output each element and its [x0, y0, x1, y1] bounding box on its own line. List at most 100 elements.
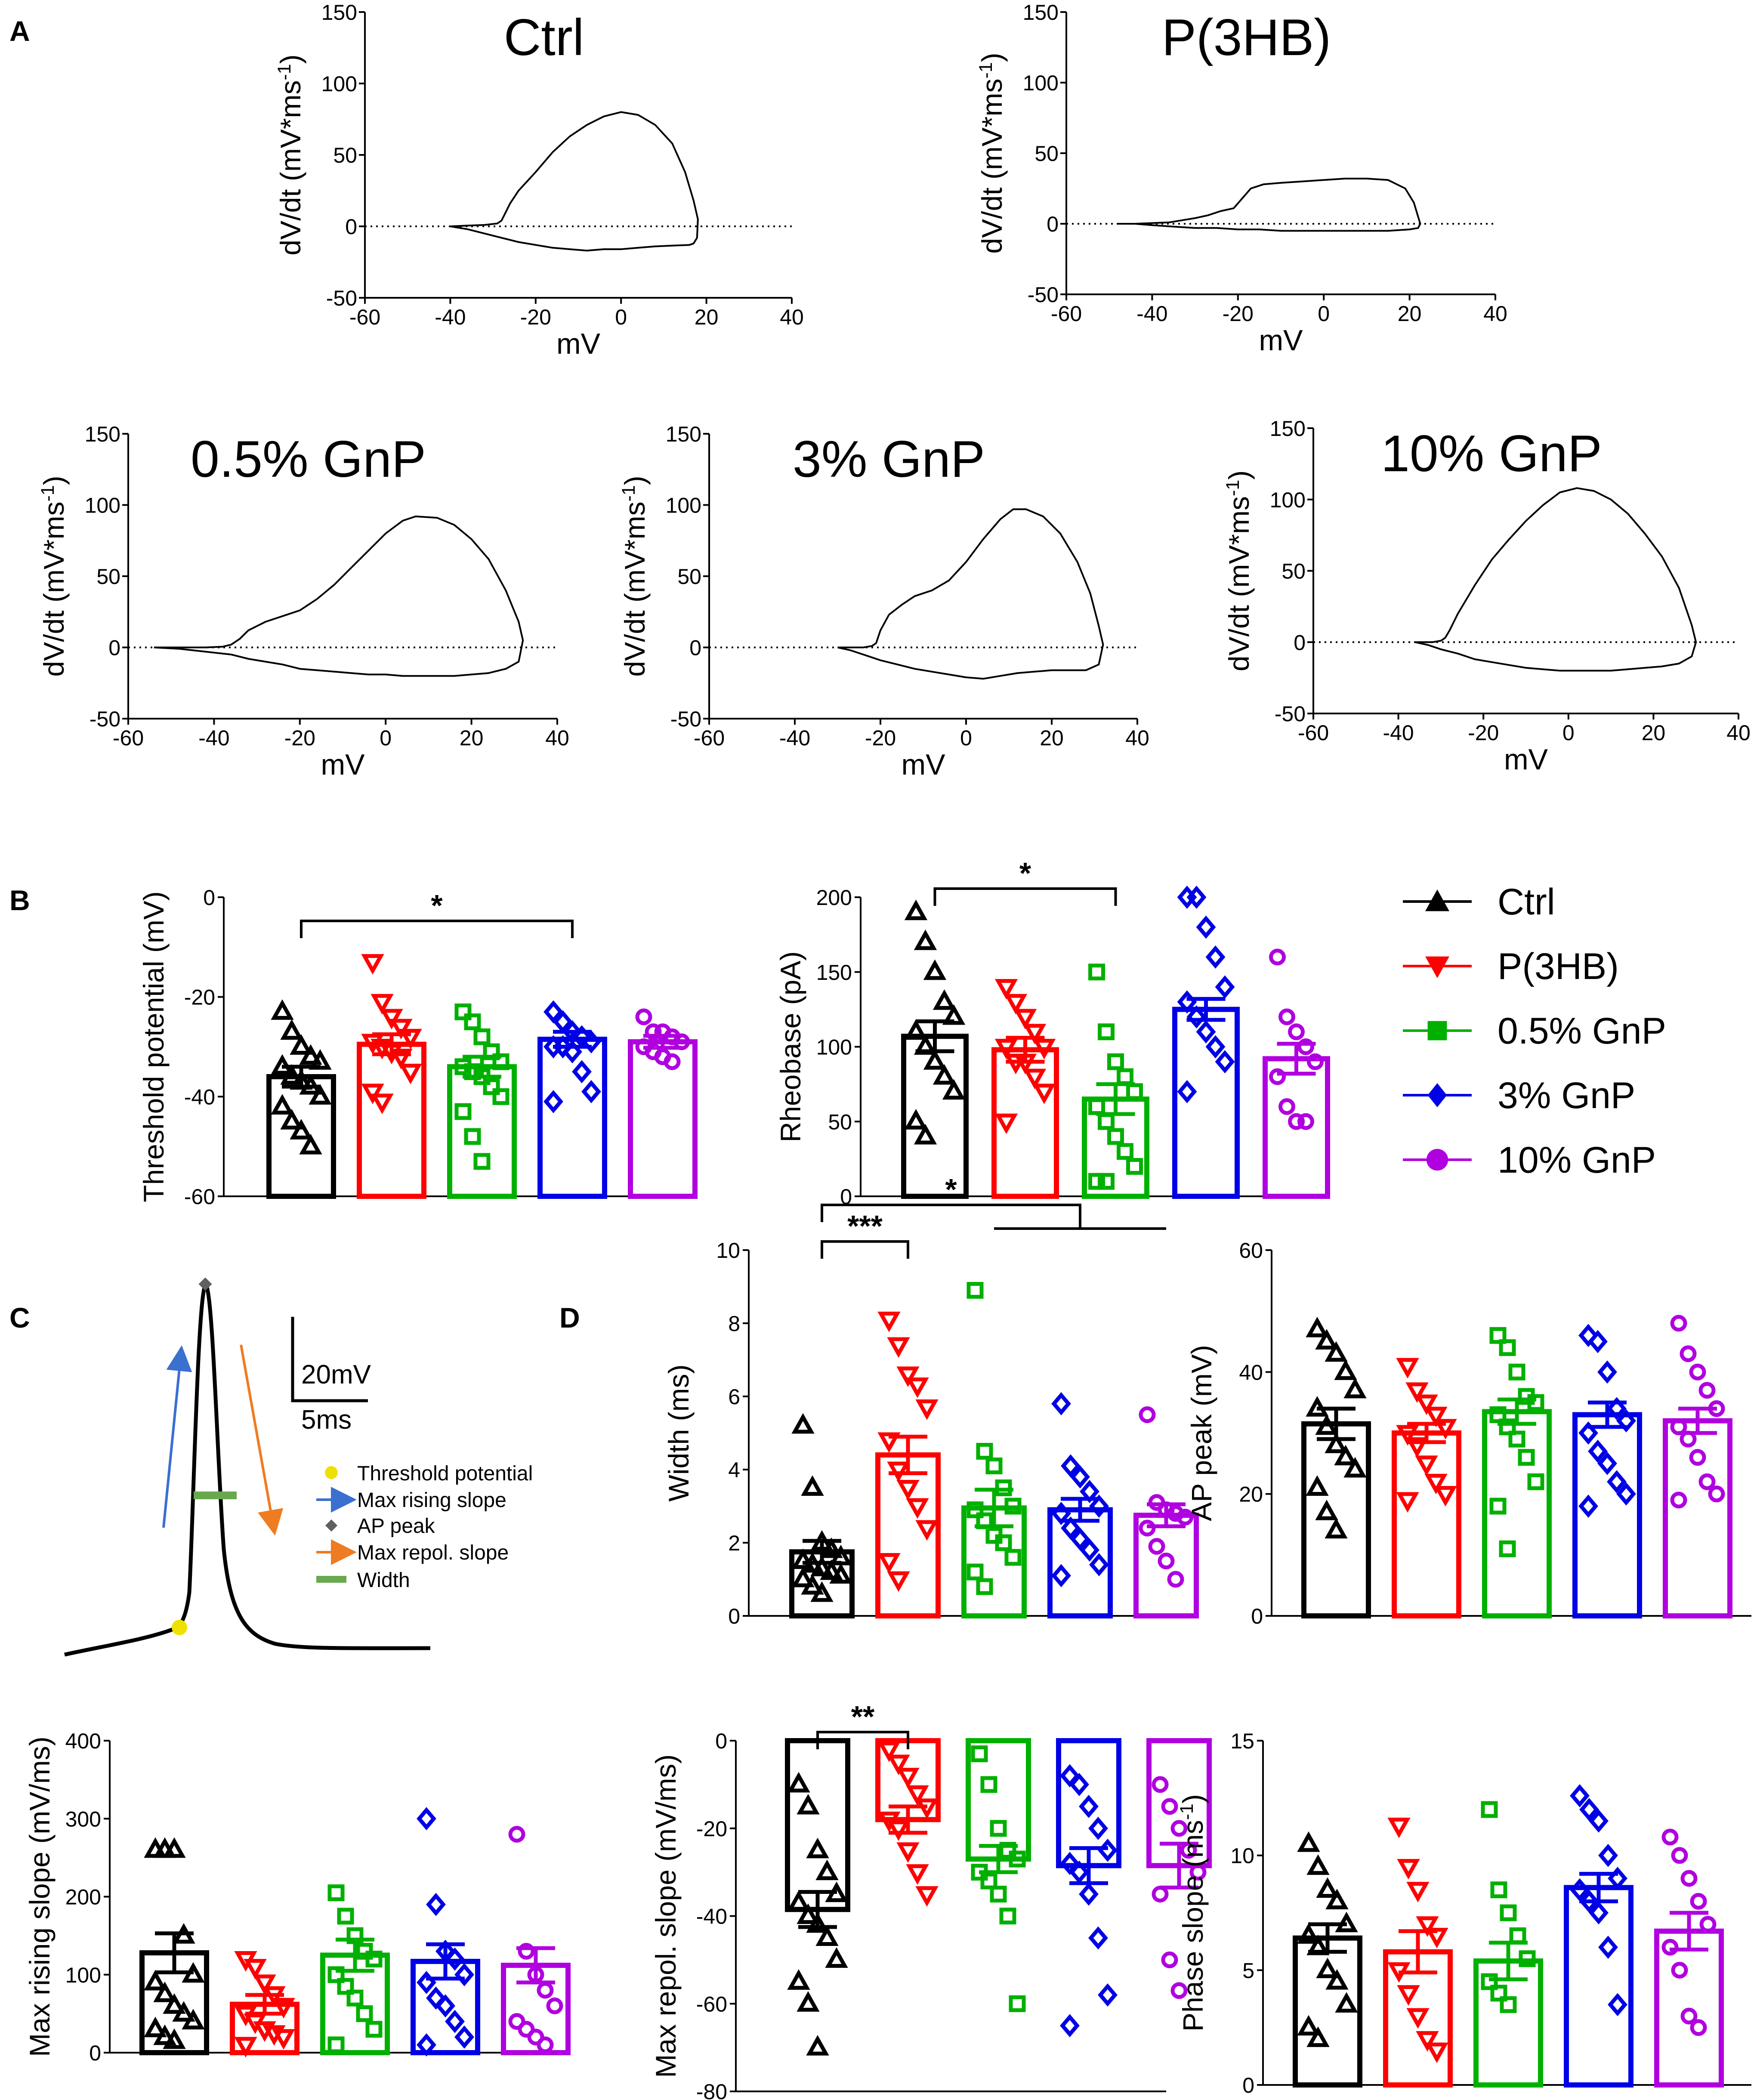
data-point — [1325, 1969, 1349, 1990]
data-point — [801, 1475, 824, 1496]
data-point — [1089, 1553, 1109, 1576]
data-point — [877, 1432, 901, 1453]
data-point — [1315, 1499, 1338, 1520]
x-tick-label: 0 — [1562, 721, 1575, 745]
rising-arrow — [162, 1345, 192, 1528]
data-point — [1607, 1397, 1627, 1421]
data-point — [1189, 1864, 1207, 1881]
data-point — [787, 1969, 810, 1990]
data-point — [906, 1864, 929, 1885]
data-point — [906, 1377, 929, 1398]
data-point — [1489, 1406, 1507, 1423]
y-tick-label: -50 — [326, 286, 357, 310]
significance-bracket — [821, 1240, 909, 1259]
data-point — [994, 979, 1018, 1000]
data-point — [1325, 1518, 1348, 1539]
data-point — [1689, 1363, 1706, 1380]
data-point — [426, 1986, 446, 2010]
data-point — [1307, 1053, 1324, 1070]
data-point — [1051, 1502, 1071, 1525]
threshold-marker — [172, 1620, 187, 1635]
data-point — [1316, 1877, 1339, 1898]
legend-marker — [1426, 1149, 1448, 1171]
data-point — [1416, 2031, 1439, 2052]
x-tick-label: 20 — [1398, 302, 1422, 326]
bar-chart-d3: 0 100 200 300 400 Max rising slope (mV/ms) — [24, 1729, 571, 2065]
data-point — [810, 1530, 834, 1551]
data-point — [1306, 1854, 1330, 1875]
data-point — [904, 899, 928, 920]
data-point — [299, 1133, 322, 1155]
data-point — [1098, 1023, 1115, 1041]
data-point — [1343, 1377, 1367, 1399]
y-tick-label: 50 — [96, 565, 120, 589]
y-tick-label: 400 — [65, 1729, 101, 1753]
data-point — [417, 2033, 436, 2057]
data-point — [1297, 2015, 1320, 2036]
data-point — [280, 1109, 303, 1130]
data-point — [1205, 945, 1226, 969]
legend-width-label: Width — [357, 1569, 410, 1592]
data-point — [1117, 1068, 1133, 1085]
y-tick-label: -50 — [90, 707, 120, 731]
data-point — [1152, 1776, 1169, 1793]
data-point — [272, 2029, 295, 2050]
x-axis-label: mV — [556, 327, 601, 360]
data-point — [887, 1461, 910, 1482]
data-point — [1215, 1050, 1235, 1074]
y-tick-label: 6 — [728, 1385, 740, 1409]
data-point — [797, 1794, 820, 1815]
data-point — [1396, 1358, 1419, 1379]
data-point — [1489, 1327, 1507, 1344]
data-point — [435, 1994, 455, 2018]
y-axis-label: dV/dt (mV*ms-1) — [1223, 470, 1255, 671]
data-point — [933, 989, 956, 1010]
data-point — [896, 1768, 920, 1788]
x-tick-label: 0 — [1318, 302, 1330, 326]
data-point — [1069, 1860, 1089, 1884]
data-point — [1670, 1492, 1687, 1509]
y-axis-label: dV/dt (mV*ms-1) — [618, 476, 651, 676]
data-point — [1269, 948, 1286, 966]
data-point — [1405, 1437, 1429, 1458]
data-point — [1416, 1916, 1439, 1937]
data-point — [1139, 1519, 1156, 1537]
y-axis-label: dV/dt (mV*ms-1) — [37, 476, 70, 676]
y-tick-label: 20 — [1239, 1482, 1263, 1507]
data-point — [810, 1581, 834, 1602]
x-tick-label: 0 — [960, 726, 972, 750]
data-point — [1161, 1798, 1178, 1815]
x-tick-label: -20 — [284, 726, 315, 750]
data-point — [327, 1884, 345, 1901]
data-point — [664, 1053, 681, 1070]
data-point — [581, 1080, 601, 1103]
data-point — [1013, 1053, 1037, 1075]
x-tick-label: -60 — [694, 726, 725, 750]
bar — [785, 1738, 850, 1912]
data-point — [825, 1881, 848, 1902]
data-point — [1519, 1950, 1536, 1967]
data-point — [371, 994, 394, 1015]
x-tick-label: 40 — [1483, 302, 1507, 326]
data-point — [1126, 1083, 1143, 1100]
data-point — [1578, 1495, 1598, 1518]
data-point — [994, 1039, 1018, 1059]
legend-rising-label: Max rising slope — [357, 1489, 506, 1512]
data-point — [1023, 1024, 1047, 1044]
legend-label: P(3HB) — [1498, 946, 1619, 987]
x-axis-label: mV — [902, 748, 946, 781]
bar — [1172, 1007, 1240, 1199]
legend-label: 0.5% GnP — [1498, 1010, 1666, 1052]
data-point — [915, 1798, 939, 1819]
y-tick-label: 4 — [728, 1458, 740, 1482]
data-point — [976, 1578, 993, 1595]
data-point — [1278, 1008, 1295, 1025]
data-point — [454, 1963, 474, 1986]
data-point — [1500, 1996, 1517, 2013]
data-point — [309, 1084, 332, 1105]
data-point — [1425, 2042, 1448, 2063]
data-point — [365, 2021, 383, 2038]
x-tick-label: -60 — [1051, 302, 1082, 326]
data-point — [1527, 1394, 1544, 1411]
